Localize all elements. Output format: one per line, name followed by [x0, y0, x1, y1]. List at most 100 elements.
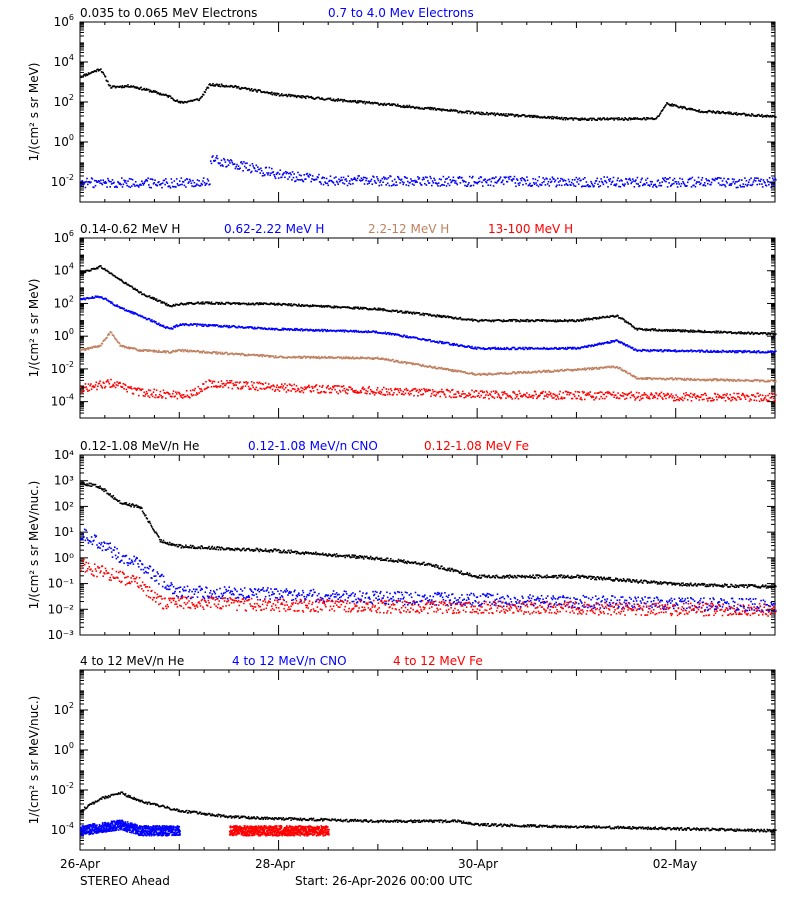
data-point	[93, 296, 96, 299]
data-point	[325, 305, 328, 307]
data-point	[608, 180, 611, 182]
data-point	[458, 111, 460, 114]
data-point	[446, 177, 448, 180]
data-point	[269, 303, 271, 305]
data-point	[364, 102, 367, 105]
data-point	[443, 367, 445, 370]
plot-frame	[79, 21, 776, 203]
data-point	[465, 110, 468, 112]
data-point	[727, 112, 730, 115]
data-point	[487, 373, 489, 376]
data-point	[676, 183, 678, 185]
data-point	[205, 324, 207, 326]
data-point	[517, 115, 520, 118]
data-point	[653, 328, 656, 331]
data-point	[244, 86, 247, 89]
data-point	[385, 184, 387, 186]
data-point	[264, 327, 266, 329]
data-point	[407, 310, 409, 313]
data-point	[567, 184, 569, 186]
data-point	[587, 317, 590, 320]
data-point	[118, 306, 121, 308]
data-point	[724, 112, 727, 115]
data-point	[587, 346, 589, 348]
data-point	[486, 179, 489, 182]
data-point	[383, 332, 386, 335]
data-point	[689, 108, 691, 111]
data-point	[308, 356, 311, 359]
data-point	[665, 104, 667, 106]
data-point	[519, 178, 522, 180]
data-point	[286, 357, 288, 359]
data-point	[446, 109, 448, 111]
data-point	[172, 97, 174, 100]
data-point	[360, 177, 363, 179]
data-point	[528, 346, 530, 349]
data-point	[329, 175, 332, 177]
data-point	[509, 372, 512, 375]
data-point	[107, 271, 110, 273]
data-point	[632, 180, 635, 182]
data-point	[409, 106, 411, 108]
data-point	[740, 331, 742, 333]
data-point	[734, 379, 736, 381]
data-point	[153, 349, 155, 352]
data-point	[115, 338, 118, 341]
data-point	[283, 172, 285, 174]
data-point	[193, 350, 196, 352]
data-point	[171, 351, 173, 354]
data-point	[406, 177, 408, 179]
data-point	[207, 302, 210, 305]
data-point	[509, 320, 512, 322]
data-point	[608, 365, 611, 368]
data-point	[97, 267, 99, 270]
data-point	[593, 344, 595, 347]
data-point	[699, 330, 701, 332]
data-point	[633, 349, 636, 351]
data-point	[747, 331, 750, 334]
data-point	[107, 80, 109, 83]
data-point	[223, 85, 225, 87]
data-point	[158, 322, 160, 325]
data-point	[562, 118, 564, 121]
data-point	[429, 106, 431, 109]
data-point	[628, 322, 630, 325]
data-point	[216, 301, 219, 304]
data-point	[243, 353, 245, 356]
data-point	[735, 186, 738, 189]
data-point	[286, 329, 288, 331]
data-point	[386, 182, 389, 185]
data-point	[543, 116, 545, 119]
data-point	[611, 315, 613, 317]
data-point	[308, 96, 311, 98]
data-point	[651, 181, 653, 183]
data-point	[261, 175, 264, 177]
data-point	[142, 350, 145, 352]
data-point	[546, 347, 548, 349]
data-point	[634, 180, 636, 183]
data-point	[617, 118, 619, 121]
data-point	[214, 325, 217, 327]
data-point	[532, 177, 534, 180]
data-point	[575, 176, 578, 179]
data-point	[83, 386, 86, 389]
data-point	[366, 356, 369, 359]
data-point	[713, 111, 716, 114]
data-point	[536, 184, 538, 186]
data-point	[252, 165, 254, 167]
series-electrons-1	[80, 155, 777, 189]
data-point	[684, 329, 687, 331]
data-point	[220, 83, 223, 85]
data-point	[439, 185, 442, 187]
data-point	[771, 183, 773, 186]
data-point	[259, 303, 261, 305]
data-point	[441, 315, 444, 318]
data-point	[473, 347, 476, 350]
data-point	[318, 96, 320, 99]
data-point	[283, 94, 285, 96]
data-point	[381, 177, 384, 180]
data-point	[499, 372, 502, 374]
data-point	[516, 319, 518, 321]
data-point	[664, 330, 666, 332]
data-point	[737, 186, 739, 189]
